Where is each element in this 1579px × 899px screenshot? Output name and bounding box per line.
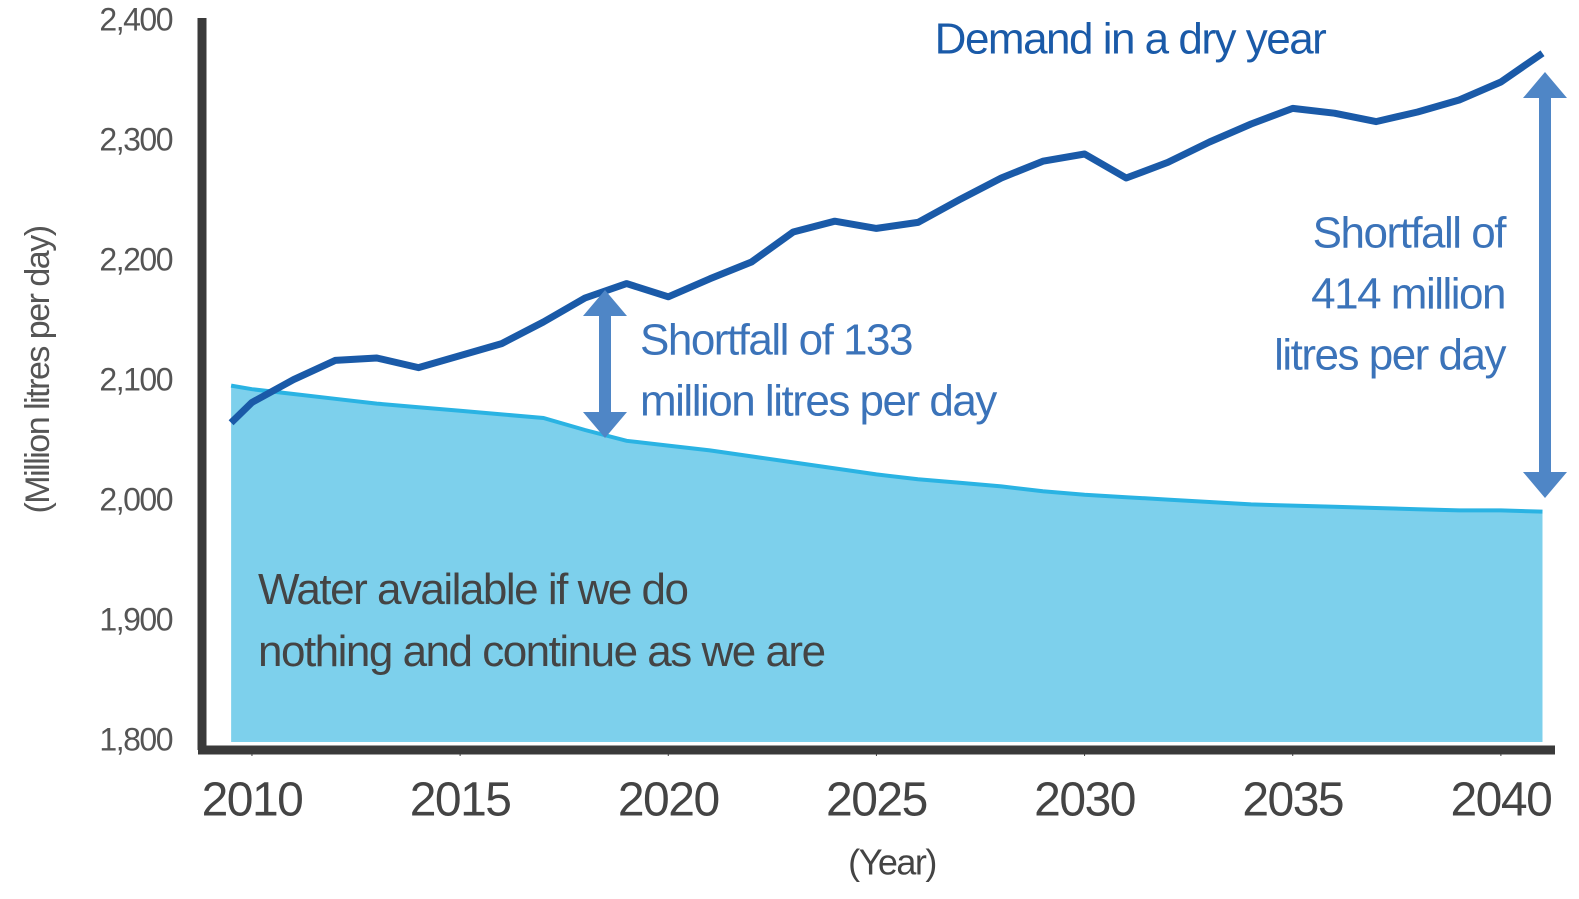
area-edge (230, 383, 1543, 514)
y-axis-label: (Million litres per day) (19, 226, 57, 513)
arrow-head (583, 412, 627, 438)
y-tick-label: 2,400 (99, 1, 172, 37)
annotation: 414 million (1311, 270, 1505, 319)
y-tick-label: 1,900 (99, 601, 172, 637)
area-label: Water available if we do nothing and cont… (258, 565, 825, 676)
x-tick-label: 2015 (410, 774, 511, 827)
series-label: Demand in a dry year (935, 15, 1326, 64)
x-tick-label: 2040 (1450, 774, 1551, 827)
arrow-head (583, 290, 627, 316)
y-tick-label: 1,800 (99, 721, 172, 757)
annotation: litres per day (1274, 331, 1506, 380)
y-tick-label: 2,300 (99, 121, 172, 157)
y-tick-label: 2,100 (99, 361, 172, 397)
annotation: Shortfall of 133 (640, 316, 912, 365)
x-tick-label: 2025 (826, 774, 927, 827)
line (228, 50, 1545, 426)
x-axis-label: (Year) (848, 842, 936, 883)
x-tick-label: 2010 (202, 774, 303, 827)
arrow-head (1523, 472, 1567, 498)
y-tick-label: 2,000 (99, 481, 172, 517)
x-tick-label: 2030 (1034, 774, 1135, 827)
x-tick-label: 2020 (618, 774, 719, 827)
annotation: million litres per day (640, 377, 997, 426)
arrow-head (1523, 72, 1567, 98)
annotation: Shortfall of (1313, 209, 1508, 258)
area (231, 385, 1543, 742)
y-tick-label: 2,200 (99, 241, 172, 277)
x-tick-label: 2035 (1242, 774, 1343, 827)
